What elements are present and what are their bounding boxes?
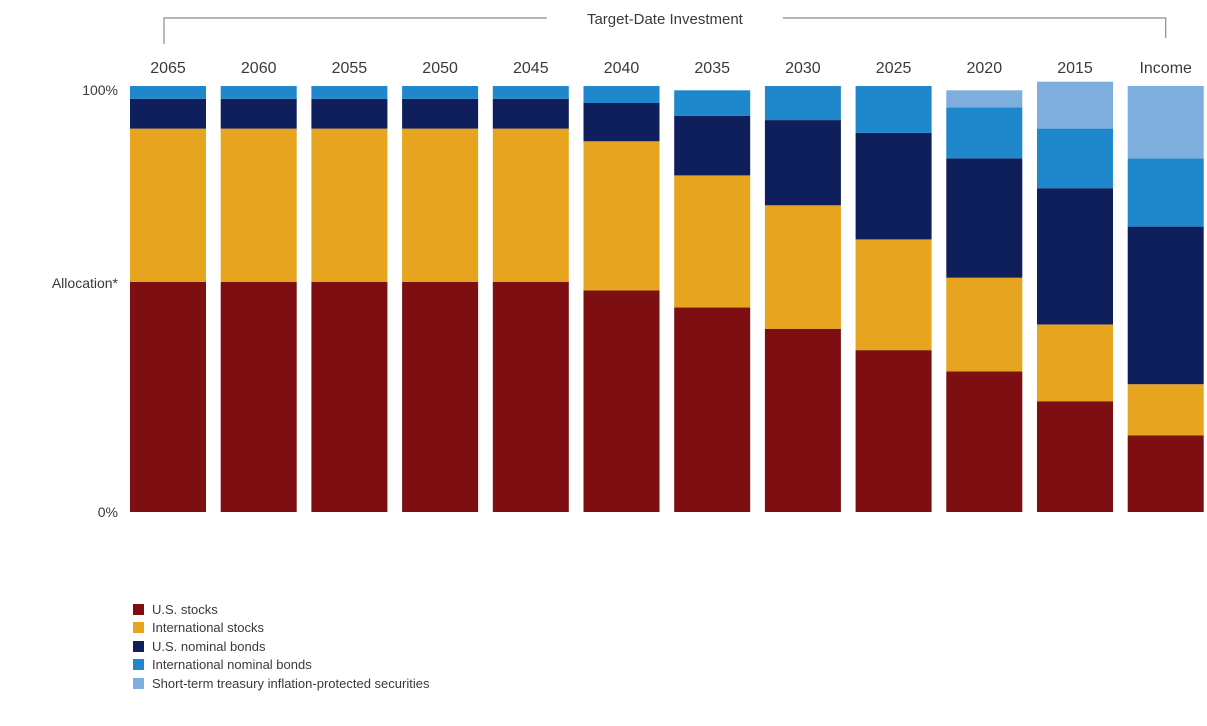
bar-segment-2060-u-s-stocks (220, 282, 297, 512)
bar-segment-2055-international-stocks (311, 128, 388, 282)
category-label-2030: 2030 (785, 60, 821, 77)
legend-swatch (133, 622, 144, 634)
bar-segment-2065-u-s-nominal-bonds (130, 98, 206, 129)
bar-segment-2040-u-s-stocks (583, 290, 660, 512)
bar-segment-2045-u-s-stocks (492, 282, 569, 512)
bar-segment-2025-u-s-stocks (855, 350, 932, 512)
bar-segment-2015-international-nominal-bonds (1037, 128, 1113, 189)
category-label-2050: 2050 (422, 60, 458, 77)
group-label: Target-Date Investment (587, 11, 744, 28)
bar-segment-2050-u-s-nominal-bonds (402, 98, 479, 129)
legend-item-international-stocks: International stocks (133, 619, 429, 638)
bar-segment-2030-u-s-nominal-bonds (764, 120, 841, 206)
bar-segment-2015-international-stocks (1037, 324, 1113, 402)
bar-segment-2040-international-stocks (583, 141, 660, 291)
legend-item-international-nominal-bonds: International nominal bonds (133, 656, 429, 675)
bar-segment-2015-short-term-treasury-inflation-protected-securities (1037, 81, 1113, 129)
category-label-2060: 2060 (241, 60, 277, 77)
group-bracket-line (163, 17, 1167, 44)
bar-segment-2025-u-s-nominal-bonds (855, 132, 932, 240)
y-tick-100: 100% (82, 82, 118, 98)
legend-label: International stocks (152, 620, 265, 636)
bar-segment-2030-international-stocks (764, 205, 841, 329)
category-label-2015: 2015 (1057, 60, 1093, 77)
bar-segment-2015-u-s-nominal-bonds (1037, 188, 1113, 325)
group-bracket (163, 17, 1167, 44)
bar-segment-2035-u-s-stocks (674, 307, 751, 512)
bar-segment-2060-international-nominal-bonds (220, 86, 297, 99)
legend-swatch (133, 640, 144, 652)
bar-segment-2025-international-nominal-bonds (855, 86, 932, 133)
bar-segment-2040-u-s-nominal-bonds (583, 103, 660, 142)
bar-segment-2020-short-term-treasury-inflation-protected-securities (946, 90, 1023, 108)
category-label-2045: 2045 (513, 60, 549, 77)
category-label-2025: 2025 (876, 60, 912, 77)
bar-segment-2025-international-stocks (855, 239, 932, 351)
bar-segment-2055-international-nominal-bonds (311, 86, 388, 99)
y-axis-label: Allocation* (52, 275, 119, 291)
legend-swatch (133, 677, 144, 689)
bar-segment-2020-international-stocks (946, 277, 1023, 372)
bar-segment-Income-u-s-stocks (1127, 435, 1204, 512)
bar-segment-Income-international-stocks (1127, 384, 1204, 436)
bar-segment-2055-u-s-nominal-bonds (311, 98, 388, 129)
bar-segment-2035-international-stocks (674, 175, 751, 308)
bar-segment-2050-international-nominal-bonds (402, 86, 479, 99)
y-tick-0: 0% (98, 504, 118, 520)
bar-segment-2020-u-s-nominal-bonds (946, 158, 1023, 278)
legend: U.S. stocks International stocks U.S. nomi… (133, 600, 429, 693)
bar-segment-2050-u-s-stocks (402, 282, 479, 512)
category-label-2035: 2035 (694, 60, 730, 77)
bar-segment-2020-u-s-stocks (946, 371, 1023, 512)
bar-segment-Income-short-term-treasury-inflation-protected-securities (1127, 86, 1204, 159)
bar-segment-2035-international-nominal-bonds (674, 90, 751, 116)
bar-segment-2030-international-nominal-bonds (764, 86, 841, 121)
bar-segment-2050-international-stocks (402, 128, 479, 282)
legend-label: U.S. nominal bonds (152, 638, 266, 654)
category-label-income: Income (1139, 60, 1192, 77)
bar-segment-2020-international-nominal-bonds (946, 107, 1023, 159)
legend-label: Short-term treasury inflation-protected … (152, 675, 430, 691)
bar-segment-2030-u-s-stocks (764, 328, 841, 512)
bar-segment-Income-u-s-nominal-bonds (1127, 226, 1204, 385)
bar-segment-2035-u-s-nominal-bonds (674, 115, 751, 176)
bar-segment-2045-international-nominal-bonds (492, 86, 569, 99)
legend-label: U.S. stocks (152, 601, 218, 617)
stacked-bar-chart: Target-Date Investment 100% 0% Allocatio… (52, 11, 1204, 520)
bar-segment-Income-international-nominal-bonds (1127, 158, 1204, 227)
bar-segment-2065-international-nominal-bonds (130, 86, 206, 99)
bar-segment-2055-u-s-stocks (311, 282, 388, 512)
category-label-2040: 2040 (604, 60, 640, 77)
bar-segment-2065-international-stocks (130, 128, 206, 282)
category-label-2065: 2065 (150, 60, 186, 77)
bar-segment-2045-international-stocks (492, 128, 569, 282)
legend-swatch (133, 659, 144, 671)
category-labels: 2065 2060 2055 2050 2045 2040 2035 2030 2025 2020… (150, 60, 1192, 77)
legend-item-short-term-treasury-inflation-protected-securities: Short-term treasury inflation-protected … (133, 674, 429, 693)
category-label-2020: 2020 (967, 60, 1003, 77)
bar-segment-2060-international-stocks (220, 128, 297, 282)
bar-segment-2060-u-s-nominal-bonds (220, 98, 297, 129)
legend-label: International nominal bonds (152, 657, 312, 673)
bar-segment-2015-u-s-stocks (1037, 401, 1113, 512)
legend-item-u-s-nominal-bonds: U.S. nominal bonds (133, 637, 429, 656)
legend-item-u-s-stocks: U.S. stocks (133, 600, 429, 619)
bar-segment-2045-u-s-nominal-bonds (492, 98, 569, 129)
legend-swatch (133, 603, 144, 615)
bar-segment-2065-u-s-stocks (130, 282, 206, 512)
bars (130, 81, 1204, 512)
category-label-2055: 2055 (332, 60, 368, 77)
bar-segment-2040-international-nominal-bonds (583, 86, 660, 103)
